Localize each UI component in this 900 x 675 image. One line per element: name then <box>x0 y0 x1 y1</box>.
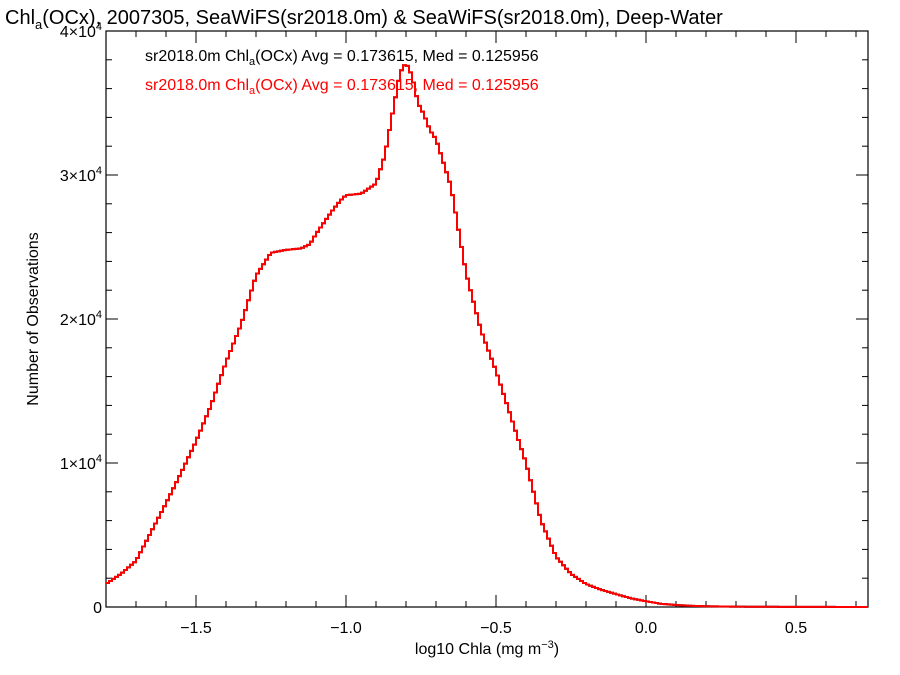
y-tick-exponent: 4 <box>96 309 102 321</box>
chart-title-main: Chl <box>5 7 35 29</box>
x-axis-title-close: ) <box>554 641 559 658</box>
x-axis-title-main: log10 Chla (mg m <box>415 641 541 658</box>
histogram-series-black <box>106 64 868 608</box>
y-tick-mantissa: 0 <box>93 600 102 617</box>
histogram-series-red <box>106 64 868 608</box>
y-tick-label: 4×104 <box>60 21 102 41</box>
y-tick-label: 2×104 <box>60 309 102 329</box>
y-tick-mantissa: 3×10 <box>60 168 96 185</box>
y-tick-exponent: 4 <box>96 453 102 465</box>
y-axis-title: Number of Observations <box>25 232 42 405</box>
legend-entry-black: sr2018.0m Chla(OCx) Avg = 0.173615, Med … <box>145 48 539 68</box>
series-layer <box>106 64 868 608</box>
chart-title: Chla(OCx), 2007305, SeaWiFS(sr2018.0m) &… <box>5 7 723 32</box>
x-tick-label: −0.5 <box>480 620 512 637</box>
y-tick-exponent: 4 <box>96 165 102 177</box>
x-axis-title-superscript: −3 <box>541 639 554 651</box>
x-tick-label: 0.5 <box>785 620 807 637</box>
legend-black-label: sr2018.0m Chl <box>145 48 249 65</box>
y-tick-mantissa: 1×10 <box>60 456 96 473</box>
y-tick-mantissa: 2×10 <box>60 312 96 329</box>
chart-title-rest: (OCx), 2007305, SeaWiFS(sr2018.0m) & Sea… <box>42 7 723 29</box>
x-tick-label: −1.5 <box>180 620 212 637</box>
legend-black-subscript: a <box>249 56 256 68</box>
legend-black-stats: (OCx) Avg = 0.173615, Med = 0.125956 <box>255 48 539 65</box>
y-tick-mantissa: 4×10 <box>60 24 96 41</box>
legend-red-subscript: a <box>249 85 256 97</box>
legend: sr2018.0m Chla(OCx) Avg = 0.173615, Med … <box>145 48 539 97</box>
chart-title-subscript: a <box>35 17 43 32</box>
plot-frame <box>105 30 869 608</box>
legend-entry-red: sr2018.0m Chla(OCx) Avg = 0.173615, Med … <box>145 77 539 97</box>
y-tick-label: 3×104 <box>60 165 102 185</box>
x-axis: −1.5 −1.0 −0.5 0.0 0.5 <box>105 31 857 637</box>
y-tick-exponent: 4 <box>96 21 102 33</box>
legend-red-label: sr2018.0m Chl <box>145 77 249 94</box>
plot-area <box>105 30 869 608</box>
x-tick-label: −1.0 <box>330 620 362 637</box>
legend-red-stats: (OCx) Avg = 0.173615, Med = 0.125956 <box>255 77 539 94</box>
x-axis-title: log10 Chla (mg m−3) <box>415 639 559 658</box>
y-tick-label: 0 <box>93 600 102 617</box>
x-tick-label: 0.0 <box>635 620 657 637</box>
y-tick-label: 1×104 <box>60 453 102 473</box>
